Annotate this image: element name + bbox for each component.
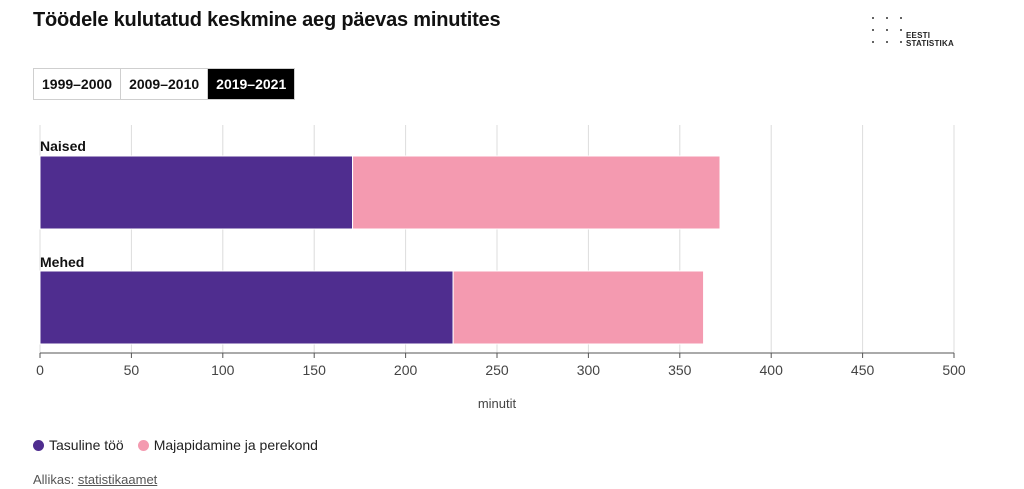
x-tick-label-500: 500 [942,362,966,378]
x-tick-label-350: 350 [668,362,692,378]
source-prefix: Allikas: [33,472,75,487]
x-tick-label-100: 100 [211,362,235,378]
logo-line-2: STATISTIKA [906,39,954,48]
legend-label-household: Majapidamine ja perekond [153,437,318,453]
bar-mehed-series-0 [39,270,454,345]
source-link[interactable]: statistikaamet [77,472,158,487]
x-tick-label-450: 450 [851,362,875,378]
chart-title: Töödele kulutatud keskmine aeg päevas mi… [33,9,501,31]
bar-naised-series-1 [352,155,721,230]
statistics-estonia-logo: EESTI STATISTIKA [872,17,972,51]
x-tick-label-150: 150 [303,362,327,378]
stacked-bar-chart: 0 50 100 150 200 250 300 350 400 450 500 minutit Nai… [36,125,966,411]
x-tick-label-400: 400 [760,362,784,378]
x-tick-label-250: 250 [485,362,509,378]
legend-swatch-household [137,439,149,451]
source-note: Allikas: statistikaamet [33,472,157,487]
logo-line-1: EESTI [906,31,931,40]
legend-item-household[interactable]: Majapidamine ja perekond [137,437,318,453]
tab-2019-2021[interactable]: 2019–2021 [208,69,295,99]
legend-label-paid-work: Tasuline töö [49,437,124,453]
x-tick-label-200: 200 [394,362,418,378]
x-tick-label-0: 0 [36,362,44,378]
bar-mehed-series-1 [452,270,705,345]
legend-swatch-paid-work [33,439,44,451]
legend-item-paid-work[interactable]: Tasuline töö [33,437,124,453]
category-label-mehed: Mehed [40,254,84,270]
category-label-naised: Naised [40,138,86,154]
tab-1999-2000[interactable]: 1999–2000 [34,69,122,99]
legend: Tasuline töö Majapidamine ja perekond [33,437,332,453]
tab-2009-2010[interactable]: 2009–2010 [121,69,209,99]
x-tick-label-300: 300 [577,362,601,378]
bar-naised-series-0 [39,155,354,230]
x-axis-title: minutit [478,396,517,411]
x-tick-label-50: 50 [124,362,140,378]
period-tabs: 1999–2000 2009–2010 2019–2021 [33,68,296,100]
